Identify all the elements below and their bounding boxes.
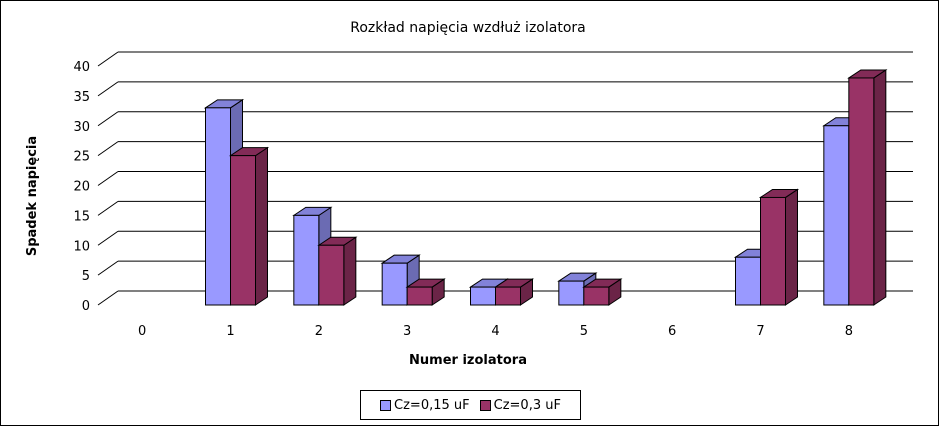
x-tick-label: 1 — [226, 324, 234, 339]
gridline-diag — [97, 51, 119, 67]
x-tick-label: 3 — [403, 324, 411, 339]
bar — [293, 214, 320, 306]
y-tick-label: 30 — [73, 120, 90, 135]
gridline-diag — [97, 260, 119, 276]
y-tick-label: 35 — [73, 90, 90, 105]
y-tick-label: 25 — [73, 150, 90, 165]
gridline-diag — [97, 111, 119, 127]
x-tick-label: 4 — [491, 324, 499, 339]
gridline-diag — [97, 200, 119, 216]
bar — [381, 262, 408, 306]
bars — [203, 69, 888, 306]
y-tick-label: 15 — [73, 209, 90, 224]
bar — [205, 107, 231, 306]
bar — [848, 77, 875, 306]
chart-title: Rozkład napięcia wzdłuż izolatora — [350, 20, 585, 36]
legend: Cz=0,15 uF Cz=0,3 uF — [360, 390, 581, 420]
bar — [823, 125, 850, 306]
x-tick-label: 7 — [756, 324, 764, 339]
bar-side — [343, 236, 357, 306]
bar — [735, 256, 761, 306]
y-tick-label: 20 — [73, 180, 90, 195]
bar — [318, 244, 345, 306]
gridline-diag — [97, 290, 119, 306]
bar — [406, 286, 433, 306]
x-tick-label: 2 — [315, 324, 323, 339]
gridline-diag — [97, 141, 119, 157]
bar — [230, 155, 256, 306]
bar-side — [785, 188, 798, 306]
x-axis-title: Numer izolatora — [409, 353, 527, 368]
bar — [558, 280, 585, 306]
gridline-diag — [97, 171, 119, 186]
y-axis-title: Spadek napięcia — [25, 136, 40, 256]
bar-side — [873, 69, 887, 306]
gridline-diag — [97, 81, 119, 97]
y-tick-label: 40 — [73, 60, 90, 75]
legend-label-series-2: Cz=0,3 uF — [493, 397, 561, 413]
legend-item-series-1: Cz=0,15 uF — [377, 398, 473, 413]
y-tick-label: 5 — [82, 269, 90, 284]
bar-side — [255, 146, 268, 306]
y-tick-labels: 0 5 10 15 20 25 30 35 40 — [73, 60, 90, 314]
bar — [760, 196, 786, 306]
x-tick-label: 0 — [138, 324, 146, 339]
bar — [583, 286, 610, 306]
legend-label-series-1: Cz=0,15 uF — [394, 397, 470, 413]
x-tick-label: 8 — [845, 324, 853, 339]
y-tick-label: 10 — [73, 239, 90, 254]
y-tick-label: 0 — [82, 299, 90, 314]
x-tick-label: 5 — [580, 324, 588, 339]
bar — [495, 286, 521, 306]
legend-swatch-series-1 — [380, 399, 392, 411]
gridline-diag — [97, 230, 119, 246]
legend-swatch-series-2 — [479, 399, 491, 411]
x-tick-label: 6 — [668, 324, 676, 339]
x-tick-labels: 0 1 2 3 4 5 6 7 8 — [138, 324, 853, 339]
legend-item-series-2: Cz=0,3 uF — [477, 398, 564, 413]
bar — [470, 286, 496, 306]
